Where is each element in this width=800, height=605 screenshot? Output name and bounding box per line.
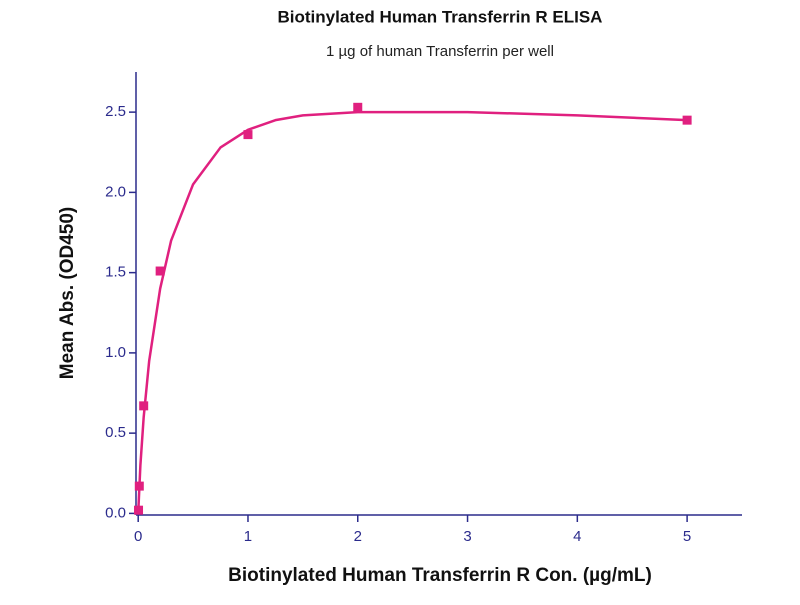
y-tick-label: 0.5 <box>105 424 126 441</box>
data-point <box>243 130 253 140</box>
y-tick-label: 2.5 <box>105 103 126 120</box>
chart-title: Biotinylated Human Transferrin R ELISA <box>278 7 603 26</box>
chart-subtitle: 1 µg of human Transferrin per well <box>326 43 554 60</box>
x-tick-label: 3 <box>463 528 471 545</box>
data-point <box>353 102 363 112</box>
x-axis-label: Biotinylated Human Transferrin R Con. (µ… <box>228 565 652 586</box>
x-tick-label: 4 <box>573 528 581 545</box>
x-tick-label: 5 <box>683 528 691 545</box>
y-tick-label: 1.5 <box>105 264 126 281</box>
y-tick-label: 2.0 <box>105 183 126 200</box>
fit-curve <box>136 110 688 514</box>
data-point <box>155 266 165 276</box>
x-tick-label: 1 <box>244 528 252 545</box>
y-tick-label: 0.0 <box>105 504 126 521</box>
y-tick-label: 1.0 <box>105 344 126 361</box>
x-tick-label: 2 <box>354 528 362 545</box>
y-axis-label: Mean Abs. (OD450) <box>57 207 78 379</box>
x-tick-label: 0 <box>134 528 142 545</box>
